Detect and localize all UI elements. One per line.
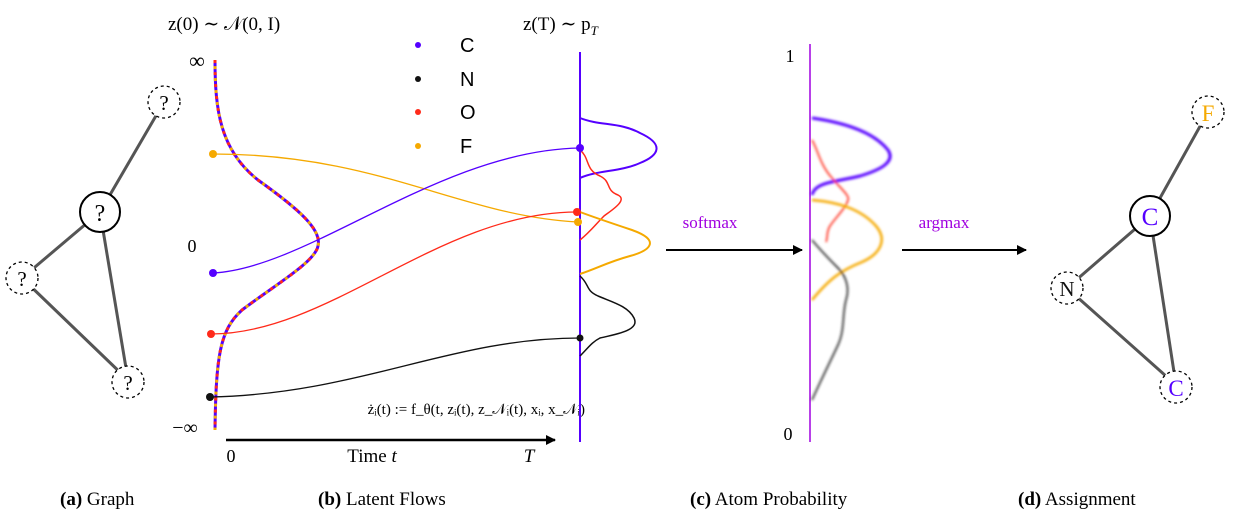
end-point-carbon	[576, 144, 584, 152]
trajectory-nitrogen	[209, 337, 581, 398]
graph-edge	[98, 211, 130, 381]
prob-axis-bottom: 0	[784, 424, 793, 444]
atom-node-nitrogen	[1050, 271, 1084, 305]
caption-d-text: Assignment	[1041, 489, 1136, 510]
x-axis-label: Time t	[347, 446, 397, 467]
caption-d: (d) Assignment	[1018, 489, 1136, 510]
caption-c-text: Atom Probability	[711, 489, 848, 510]
prob-curve-nitrogen	[811, 239, 849, 401]
prob-curve-fluorine	[811, 198, 883, 301]
graph-node-center	[79, 191, 121, 233]
caption-c-letter: (c)	[690, 489, 711, 510]
caption-c: (c) Atom Probability	[690, 489, 848, 510]
target-density-carbon	[579, 117, 658, 179]
graph-edge	[98, 101, 166, 213]
legend-marker-oxygen	[415, 109, 421, 115]
ode-formula: żᵢ(t) := f_θ(t, zᵢ(t), z_𝒩ᵢ(t), xᵢ, x_𝒩ᵢ…	[368, 402, 585, 418]
y-axis-zero: 0	[188, 236, 197, 256]
graph-node-label: ?	[159, 91, 168, 115]
graph-node-bottom	[111, 365, 145, 399]
x-axis-label-text: Time	[347, 446, 391, 467]
panel-b-latent-flows: z(0) ∼ 𝒩(0, I) z(T) ∼ pT ∞ 0 −∞ 0 Time t…	[168, 14, 658, 510]
end-point-fluorine	[574, 218, 582, 226]
caption-d-letter: (d)	[1018, 489, 1041, 510]
atom-node-carbon-center	[1129, 195, 1171, 237]
caption-a-text: Graph	[82, 489, 135, 510]
x-axis-end: T	[524, 446, 536, 467]
prob-curve-oxygen	[811, 139, 850, 243]
legend-label-oxygen: O	[460, 102, 476, 124]
probability-curves	[810, 116, 892, 401]
x-axis-zero: 0	[227, 446, 236, 466]
atom-label-nitrogen: N	[1059, 277, 1074, 301]
legend-label-carbon: C	[460, 35, 474, 57]
caption-b-text: Latent Flows	[341, 489, 446, 510]
end-point-oxygen	[573, 208, 581, 216]
molecule-edge	[1066, 286, 1177, 387]
y-axis-inf-top: ∞	[189, 48, 205, 73]
argmax-label: argmax	[919, 213, 970, 232]
legend-marker-nitrogen	[415, 76, 421, 82]
target-density-fluorine	[579, 211, 651, 275]
atom-label-carbon-bottom: C	[1168, 376, 1183, 401]
graph-node-label: ?	[95, 201, 106, 227]
prob-axis-top: 1	[786, 46, 795, 66]
legend-marker-fluorine	[415, 143, 421, 149]
legend-label-fluorine: F	[460, 136, 472, 158]
start-point-nitrogen	[206, 393, 214, 401]
panel-c-atom-probability: 1 0 (c) Atom Probability	[690, 44, 892, 510]
graph-edge	[20, 276, 130, 382]
atom-label-fluorine: F	[1202, 101, 1215, 126]
molecule-edge	[1148, 215, 1178, 386]
y-axis-inf-bottom: −∞	[172, 417, 198, 439]
start-point-oxygen	[207, 330, 215, 338]
graph-node-label: ?	[17, 267, 26, 291]
panel-a-graph: ? ? ? ? (a) Graph	[5, 85, 181, 510]
target-formula-sub: T	[591, 23, 599, 38]
target-density-nitrogen	[579, 275, 636, 357]
atom-label-carbon-center: C	[1142, 204, 1159, 231]
target-density-oxygen	[579, 149, 622, 241]
atom-node-fluorine	[1191, 95, 1225, 129]
softmax-arrow-group: softmax	[666, 213, 803, 255]
softmax-label: softmax	[683, 213, 738, 232]
graph-node-left	[5, 261, 39, 295]
caption-b-letter: (b)	[318, 489, 341, 510]
legend-marker-carbon	[415, 42, 421, 48]
end-point-nitrogen	[576, 334, 584, 342]
graph-node-label: ?	[123, 371, 132, 395]
atom-node-carbon-bottom	[1159, 370, 1193, 404]
x-axis-label-var: t	[391, 446, 397, 467]
prior-density-curve	[213, 59, 320, 431]
trajectory-carbon	[212, 147, 581, 274]
prior-formula: z(0) ∼ 𝒩(0, I)	[168, 14, 280, 35]
start-point-fluorine	[209, 150, 217, 158]
start-point-carbon	[209, 269, 217, 277]
legend-label-nitrogen: N	[460, 69, 474, 91]
target-formula-main: z(T) ∼ p	[523, 14, 591, 35]
argmax-arrow-group: argmax	[902, 213, 1027, 255]
panel-d-assignment: F C N C (d) Assignment	[1018, 95, 1225, 510]
graph-node-top	[147, 85, 181, 119]
target-formula: z(T) ∼ pT	[523, 14, 599, 38]
caption-a-letter: (a)	[60, 489, 82, 510]
caption-b: (b) Latent Flows	[318, 489, 446, 510]
caption-a: (a) Graph	[60, 489, 135, 510]
legend: C N O F	[415, 35, 476, 158]
trajectory-oxygen	[210, 211, 578, 335]
prob-curve-carbon	[810, 116, 892, 196]
